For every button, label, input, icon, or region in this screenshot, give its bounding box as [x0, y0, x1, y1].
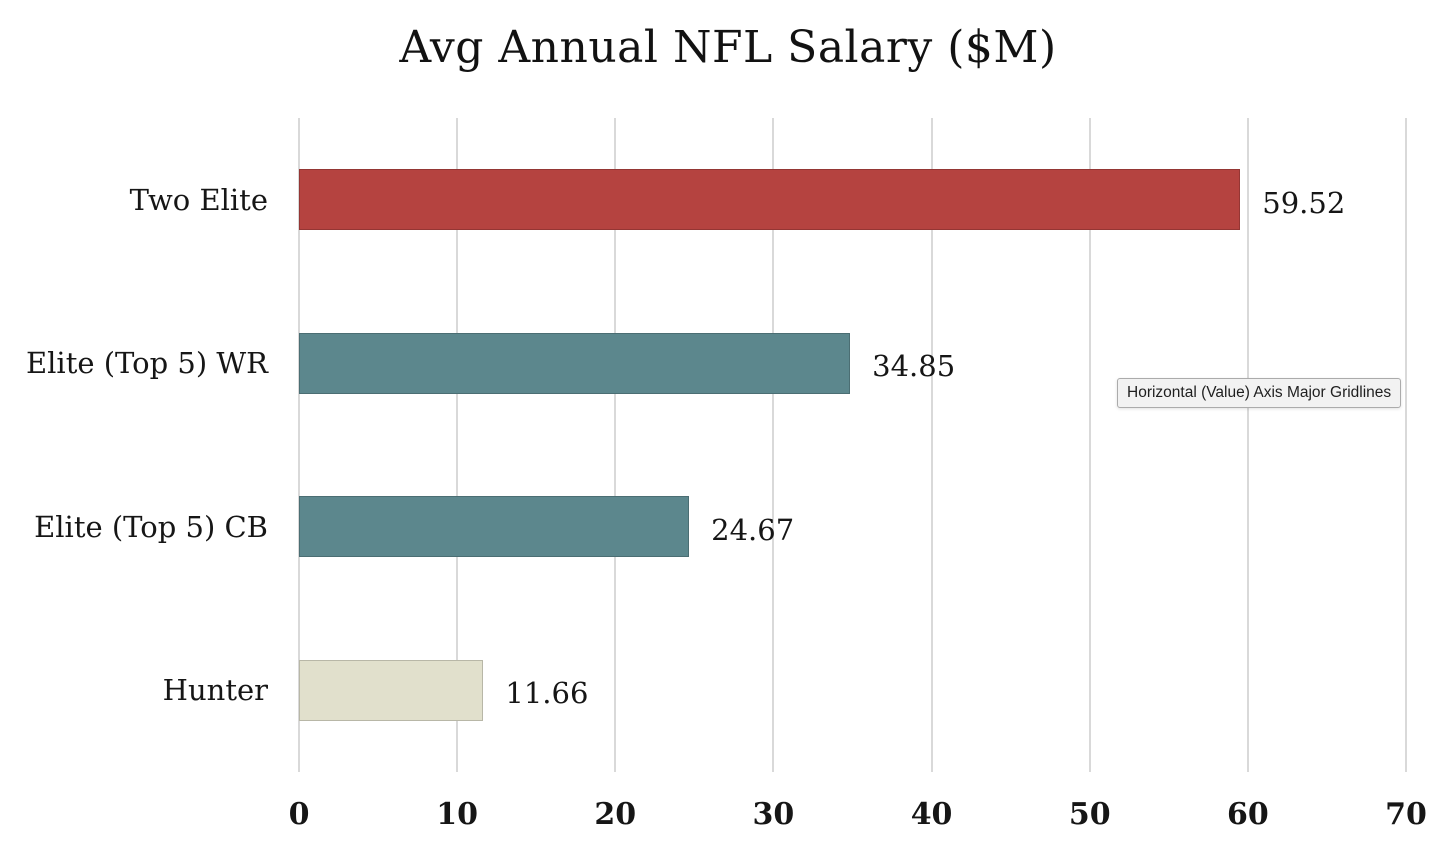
value-axis-gridline-20[interactable] — [614, 118, 617, 772]
value-axis-gridline-60[interactable] — [1246, 118, 1249, 772]
value-axis-gridline-40[interactable] — [930, 118, 933, 772]
x-axis-tick-label: 0 — [288, 797, 310, 832]
bar-elite-top-5-wr[interactable] — [299, 332, 851, 394]
value-axis-gridline-10[interactable] — [456, 118, 459, 772]
category-label: Two Elite — [129, 182, 268, 217]
gridlines-tooltip: Horizontal (Value) Axis Major Gridlines — [1117, 378, 1402, 408]
x-axis-tick-label: 60 — [1226, 797, 1269, 832]
bar-hunter[interactable] — [299, 659, 484, 721]
bar-two-elite[interactable] — [299, 169, 1241, 231]
x-axis-tick-label: 40 — [910, 797, 953, 832]
data-label: 59.52 — [1262, 185, 1346, 220]
category-label: Elite (Top 5) WR — [25, 346, 268, 381]
x-axis-tick-label: 70 — [1385, 797, 1427, 832]
bar-elite-top-5-cb[interactable] — [299, 496, 690, 558]
value-axis-gridline-70[interactable] — [1405, 118, 1407, 772]
x-axis-tick-label: 30 — [752, 797, 795, 832]
category-label: Elite (Top 5) CB — [34, 509, 268, 544]
category-label: Hunter — [162, 673, 268, 708]
value-axis-gridline-0[interactable] — [298, 118, 300, 772]
x-axis-tick-label: 20 — [594, 797, 637, 832]
data-label: 11.66 — [505, 676, 589, 711]
data-label: 24.67 — [711, 512, 795, 547]
x-axis-tick-label: 10 — [436, 797, 479, 832]
value-axis-gridline-50[interactable] — [1088, 118, 1091, 772]
data-label: 34.85 — [872, 349, 956, 384]
chart-title[interactable]: Avg Annual NFL Salary ($M) — [399, 22, 1057, 73]
x-axis-tick-label: 50 — [1068, 797, 1111, 832]
value-axis-gridline-30[interactable] — [772, 118, 775, 772]
